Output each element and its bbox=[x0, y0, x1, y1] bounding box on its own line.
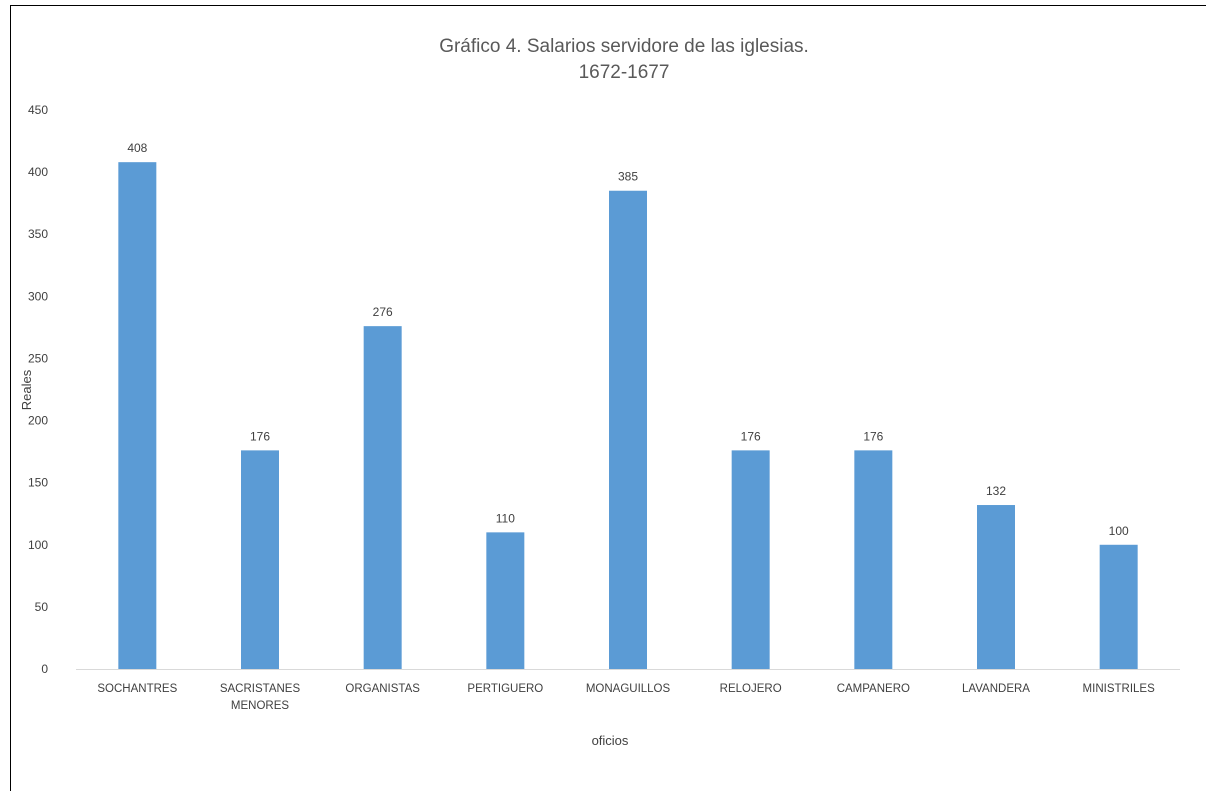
chart-frame bbox=[10, 5, 1206, 791]
data-label: 176 bbox=[863, 429, 883, 443]
category-label: MONAGUILLOS bbox=[586, 683, 671, 695]
category-label: LAVANDERA bbox=[962, 683, 1030, 695]
y-tick-label: 300 bbox=[28, 289, 48, 303]
data-label: 100 bbox=[1109, 524, 1129, 538]
y-tick-label: 50 bbox=[35, 600, 49, 614]
data-labels: 408 176 276 110 385 176 176 132 100 bbox=[127, 141, 1129, 538]
data-label: 132 bbox=[986, 484, 1006, 498]
data-label: 276 bbox=[373, 305, 393, 319]
category-label: ORGANISTAS bbox=[345, 683, 420, 695]
bar bbox=[118, 162, 157, 669]
data-label: 385 bbox=[618, 170, 638, 184]
bar bbox=[731, 450, 770, 669]
data-label: 110 bbox=[496, 511, 515, 525]
category-labels: SOCHANTRES SACRISTANES MENORES ORGANISTAS PE… bbox=[97, 683, 1155, 712]
y-tick-label: 450 bbox=[28, 103, 48, 117]
category-label: PERTIGUERO bbox=[467, 683, 543, 695]
bar bbox=[486, 532, 525, 669]
y-tick-label: 100 bbox=[28, 538, 48, 552]
category-label: RELOJERO bbox=[720, 683, 782, 695]
y-axis-label: Reales bbox=[19, 369, 34, 410]
category-label: MENORES bbox=[231, 700, 289, 712]
category-label: MINISTRILES bbox=[1083, 683, 1156, 695]
data-label: 176 bbox=[741, 429, 761, 443]
chart-title-line1: Gráfico 4. Salarios servidore de las igl… bbox=[439, 36, 809, 57]
bars bbox=[118, 162, 1138, 669]
bar bbox=[241, 450, 279, 669]
category-label: SOCHANTRES bbox=[97, 683, 177, 695]
data-label: 408 bbox=[127, 141, 147, 155]
y-tick-label: 400 bbox=[28, 165, 48, 179]
bar bbox=[609, 190, 647, 669]
x-axis-label: oficios bbox=[592, 733, 629, 748]
y-tick-label: 200 bbox=[28, 414, 48, 428]
data-label: 176 bbox=[250, 429, 270, 443]
y-tick-label: 250 bbox=[28, 351, 48, 365]
bar bbox=[854, 450, 893, 669]
y-axis-ticks: 0 50 100 150 200 250 300 350 400 450 bbox=[28, 103, 48, 676]
bar bbox=[977, 505, 1015, 669]
chart-title-line2: 1672-1677 bbox=[579, 62, 670, 83]
y-tick-label: 350 bbox=[28, 227, 48, 241]
category-label: SACRISTANES bbox=[220, 683, 301, 695]
bar bbox=[363, 326, 402, 669]
y-tick-label: 150 bbox=[28, 476, 48, 490]
bar bbox=[1099, 544, 1138, 669]
y-tick-label: 0 bbox=[41, 662, 48, 676]
category-label: CAMPANERO bbox=[837, 683, 910, 695]
